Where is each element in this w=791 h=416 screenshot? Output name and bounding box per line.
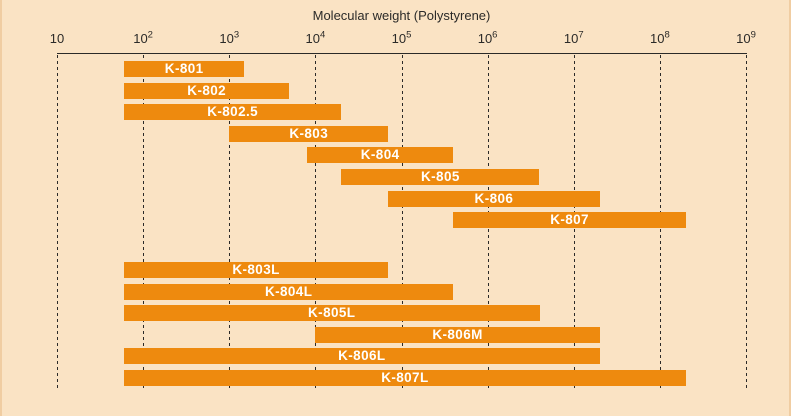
bar-label: K-805L <box>308 305 356 321</box>
range-bar-k-805: K-805 <box>341 169 540 185</box>
gridline <box>401 55 403 391</box>
bar-label: K-807L <box>381 370 429 385</box>
range-bar-k-807l: K-807L <box>124 370 686 386</box>
range-bar-k-806l: K-806L <box>124 348 600 365</box>
bar-label: K-806M <box>432 326 483 342</box>
x-axis-tick-label: 103 <box>219 29 240 46</box>
x-axis-tick-label: 106 <box>477 29 498 46</box>
gridline <box>57 55 58 391</box>
bar-label: K-803L <box>232 262 280 277</box>
bar-label: K-802 <box>187 82 227 98</box>
bar-label: K-801 <box>164 61 204 76</box>
range-bar-k-807: K-807 <box>453 212 686 229</box>
bar-label: K-807 <box>550 212 589 228</box>
gridline <box>315 55 317 391</box>
x-axis-tick-label: 108 <box>650 29 670 46</box>
tick-exponent: 6 <box>492 29 498 41</box>
bar-label: K-805 <box>421 169 460 184</box>
tick-exponent: 3 <box>233 29 240 41</box>
tick-exponent: 5 <box>406 29 412 41</box>
tick-exponent: 2 <box>147 29 153 41</box>
x-axis-tick-label: 107 <box>563 29 584 46</box>
tick-exponent: 7 <box>578 29 584 41</box>
tick-exponent: 4 <box>319 29 326 41</box>
x-axis-tick-label: 102 <box>133 29 153 46</box>
bar-label: K-803 <box>289 125 329 141</box>
tick-exponent: 8 <box>664 29 670 41</box>
range-bar-k-804: K-804 <box>307 147 454 164</box>
x-axis-tick-label: 109 <box>736 29 756 46</box>
bar-label: K-804L <box>264 283 313 299</box>
range-bar-k-804l: K-804L <box>124 283 454 300</box>
x-axis-tick-label: 10 <box>49 31 65 46</box>
gridline <box>229 55 231 391</box>
chart-title: Molecular weight (Polystyrene) <box>312 8 491 23</box>
x-axis-line <box>57 53 747 55</box>
bar-label: K-806L <box>338 348 386 364</box>
bar-label: K-804 <box>360 147 400 163</box>
range-bar-k-806: K-806 <box>388 190 600 207</box>
x-axis-tick-label: 105 <box>391 29 412 46</box>
range-bar-k-803: K-803 <box>229 125 389 142</box>
gridline <box>746 55 747 391</box>
bar-label: K-802.5 <box>207 104 259 120</box>
range-bar-k-805l: K-805L <box>124 305 540 322</box>
range-bar-k-802.5: K-802.5 <box>124 104 342 121</box>
range-bar-k-802: K-802 <box>124 82 290 99</box>
range-bar-k-803l: K-803L <box>124 262 389 278</box>
bar-label: K-806 <box>474 190 514 206</box>
range-bar-k-806m: K-806M <box>315 326 600 343</box>
x-axis-tick-label: 104 <box>305 29 326 46</box>
gridline <box>143 55 145 391</box>
range-bar-k-801: K-801 <box>124 61 245 77</box>
tick-exponent: 9 <box>750 29 756 41</box>
